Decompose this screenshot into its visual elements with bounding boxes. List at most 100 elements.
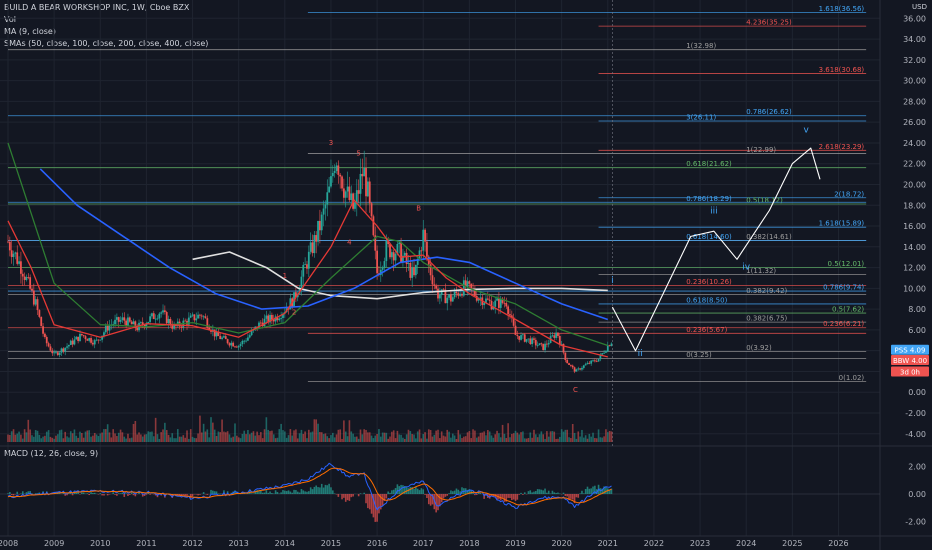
volume-bar	[21, 438, 24, 442]
macd-histogram-bar	[357, 494, 360, 497]
candle-body	[590, 360, 593, 364]
volume-bar	[313, 419, 316, 442]
volume-bar	[601, 437, 604, 442]
macd-histogram-bar	[295, 490, 297, 494]
x-tick-label: 2013	[229, 539, 249, 548]
volume-bar	[232, 436, 234, 442]
x-tick-label: 2010	[90, 539, 110, 548]
macd-histogram-bar	[499, 494, 502, 501]
macd-histogram-bar	[31, 493, 33, 494]
macd-histogram-bar	[527, 491, 530, 494]
volume-bar	[130, 437, 133, 442]
volume-bar	[570, 438, 572, 442]
fib-label: 0.5(12.01)	[828, 260, 865, 268]
candle-body	[163, 310, 166, 313]
candle-body	[564, 352, 567, 361]
macd-histogram-bar	[363, 492, 365, 494]
volume-bar	[10, 431, 13, 442]
macd-histogram-bar	[29, 491, 31, 494]
volume-bar	[237, 437, 240, 442]
candle-body	[562, 343, 565, 353]
volume-bar	[350, 431, 353, 442]
macd-histogram-bar	[267, 492, 270, 494]
candle-body	[269, 314, 271, 323]
volume-bar	[333, 437, 336, 442]
candle-body	[49, 346, 52, 351]
candle-body	[219, 336, 222, 339]
candle-body	[239, 344, 242, 347]
macd-histogram-bar	[197, 494, 199, 496]
macd-histogram-bar	[293, 489, 295, 494]
wave-label: C	[573, 386, 578, 394]
volume-bar	[248, 434, 251, 442]
macd-histogram-bar	[311, 489, 314, 494]
macd-histogram-bar	[533, 491, 535, 494]
candle-body	[191, 314, 194, 316]
macd-histogram-bar	[378, 494, 380, 514]
volume-bar	[332, 432, 334, 442]
macd-histogram-bar	[171, 494, 174, 498]
macd-histogram-bar	[138, 492, 140, 494]
candle-body	[16, 252, 19, 264]
macd-histogram-bar	[551, 490, 554, 494]
macd-histogram-bar	[308, 491, 310, 494]
fib-label: 0.236(10.26)	[686, 278, 732, 286]
macd-histogram-bar	[16, 491, 19, 494]
macd-histogram-bar	[601, 488, 604, 494]
price-badge-bg	[891, 344, 929, 355]
volume-bar	[487, 430, 489, 442]
macd-histogram-bar	[492, 494, 495, 497]
candle-body	[533, 338, 535, 340]
macd-histogram-bar	[564, 494, 567, 496]
volume-bar	[426, 438, 428, 442]
volume-bar	[308, 429, 310, 442]
volume-bar	[538, 434, 541, 442]
volume-bar	[60, 429, 63, 442]
volume-bar	[31, 435, 33, 442]
macd-histogram-bar	[92, 492, 94, 494]
volume-bar	[450, 437, 452, 442]
macd-signal-line	[7, 467, 612, 506]
candle-body	[551, 335, 554, 337]
candle-body	[357, 190, 360, 194]
x-tick-label: 2023	[690, 539, 710, 548]
volume-bar	[123, 436, 126, 442]
volume-bar	[505, 438, 508, 442]
volume-bar	[354, 436, 356, 442]
candle-body	[348, 186, 351, 201]
candle-body	[139, 322, 142, 324]
macd-histogram-bar	[149, 494, 151, 495]
candle-body	[221, 337, 223, 339]
candle-body	[149, 316, 152, 322]
macd-histogram-bar	[344, 494, 347, 502]
volume-bar	[571, 424, 574, 442]
macd-histogram-bar	[134, 494, 137, 497]
candle-body	[346, 186, 349, 192]
macd-histogram-bar	[265, 490, 268, 494]
x-tick-label: 2008	[0, 539, 18, 548]
x-tick-label: 2011	[136, 539, 156, 548]
macd-histogram-bar	[407, 488, 410, 494]
volume-bar	[557, 438, 559, 442]
x-tick-label: 2018	[459, 539, 479, 548]
macd-histogram-bar	[223, 490, 225, 494]
macd-histogram-bar	[568, 494, 570, 501]
macd-histogram-bar	[269, 491, 271, 494]
volume-bar	[189, 429, 192, 442]
x-tick-label: 2017	[413, 539, 433, 548]
macd-histogram-bar	[415, 486, 417, 494]
macd-histogram-bar	[182, 494, 185, 495]
y-tick-label: 16.00	[903, 222, 926, 231]
volume-bar	[330, 435, 332, 442]
candle-body	[496, 298, 498, 301]
candle-body	[455, 291, 458, 294]
macd-histogram-bar	[317, 487, 319, 494]
volume-bar	[394, 438, 397, 442]
candle-body	[320, 214, 323, 231]
candle-body	[36, 299, 39, 311]
volume-bar	[143, 434, 146, 442]
volume-bar	[490, 435, 493, 442]
candle-body	[429, 264, 432, 276]
volume-bar	[77, 437, 79, 442]
